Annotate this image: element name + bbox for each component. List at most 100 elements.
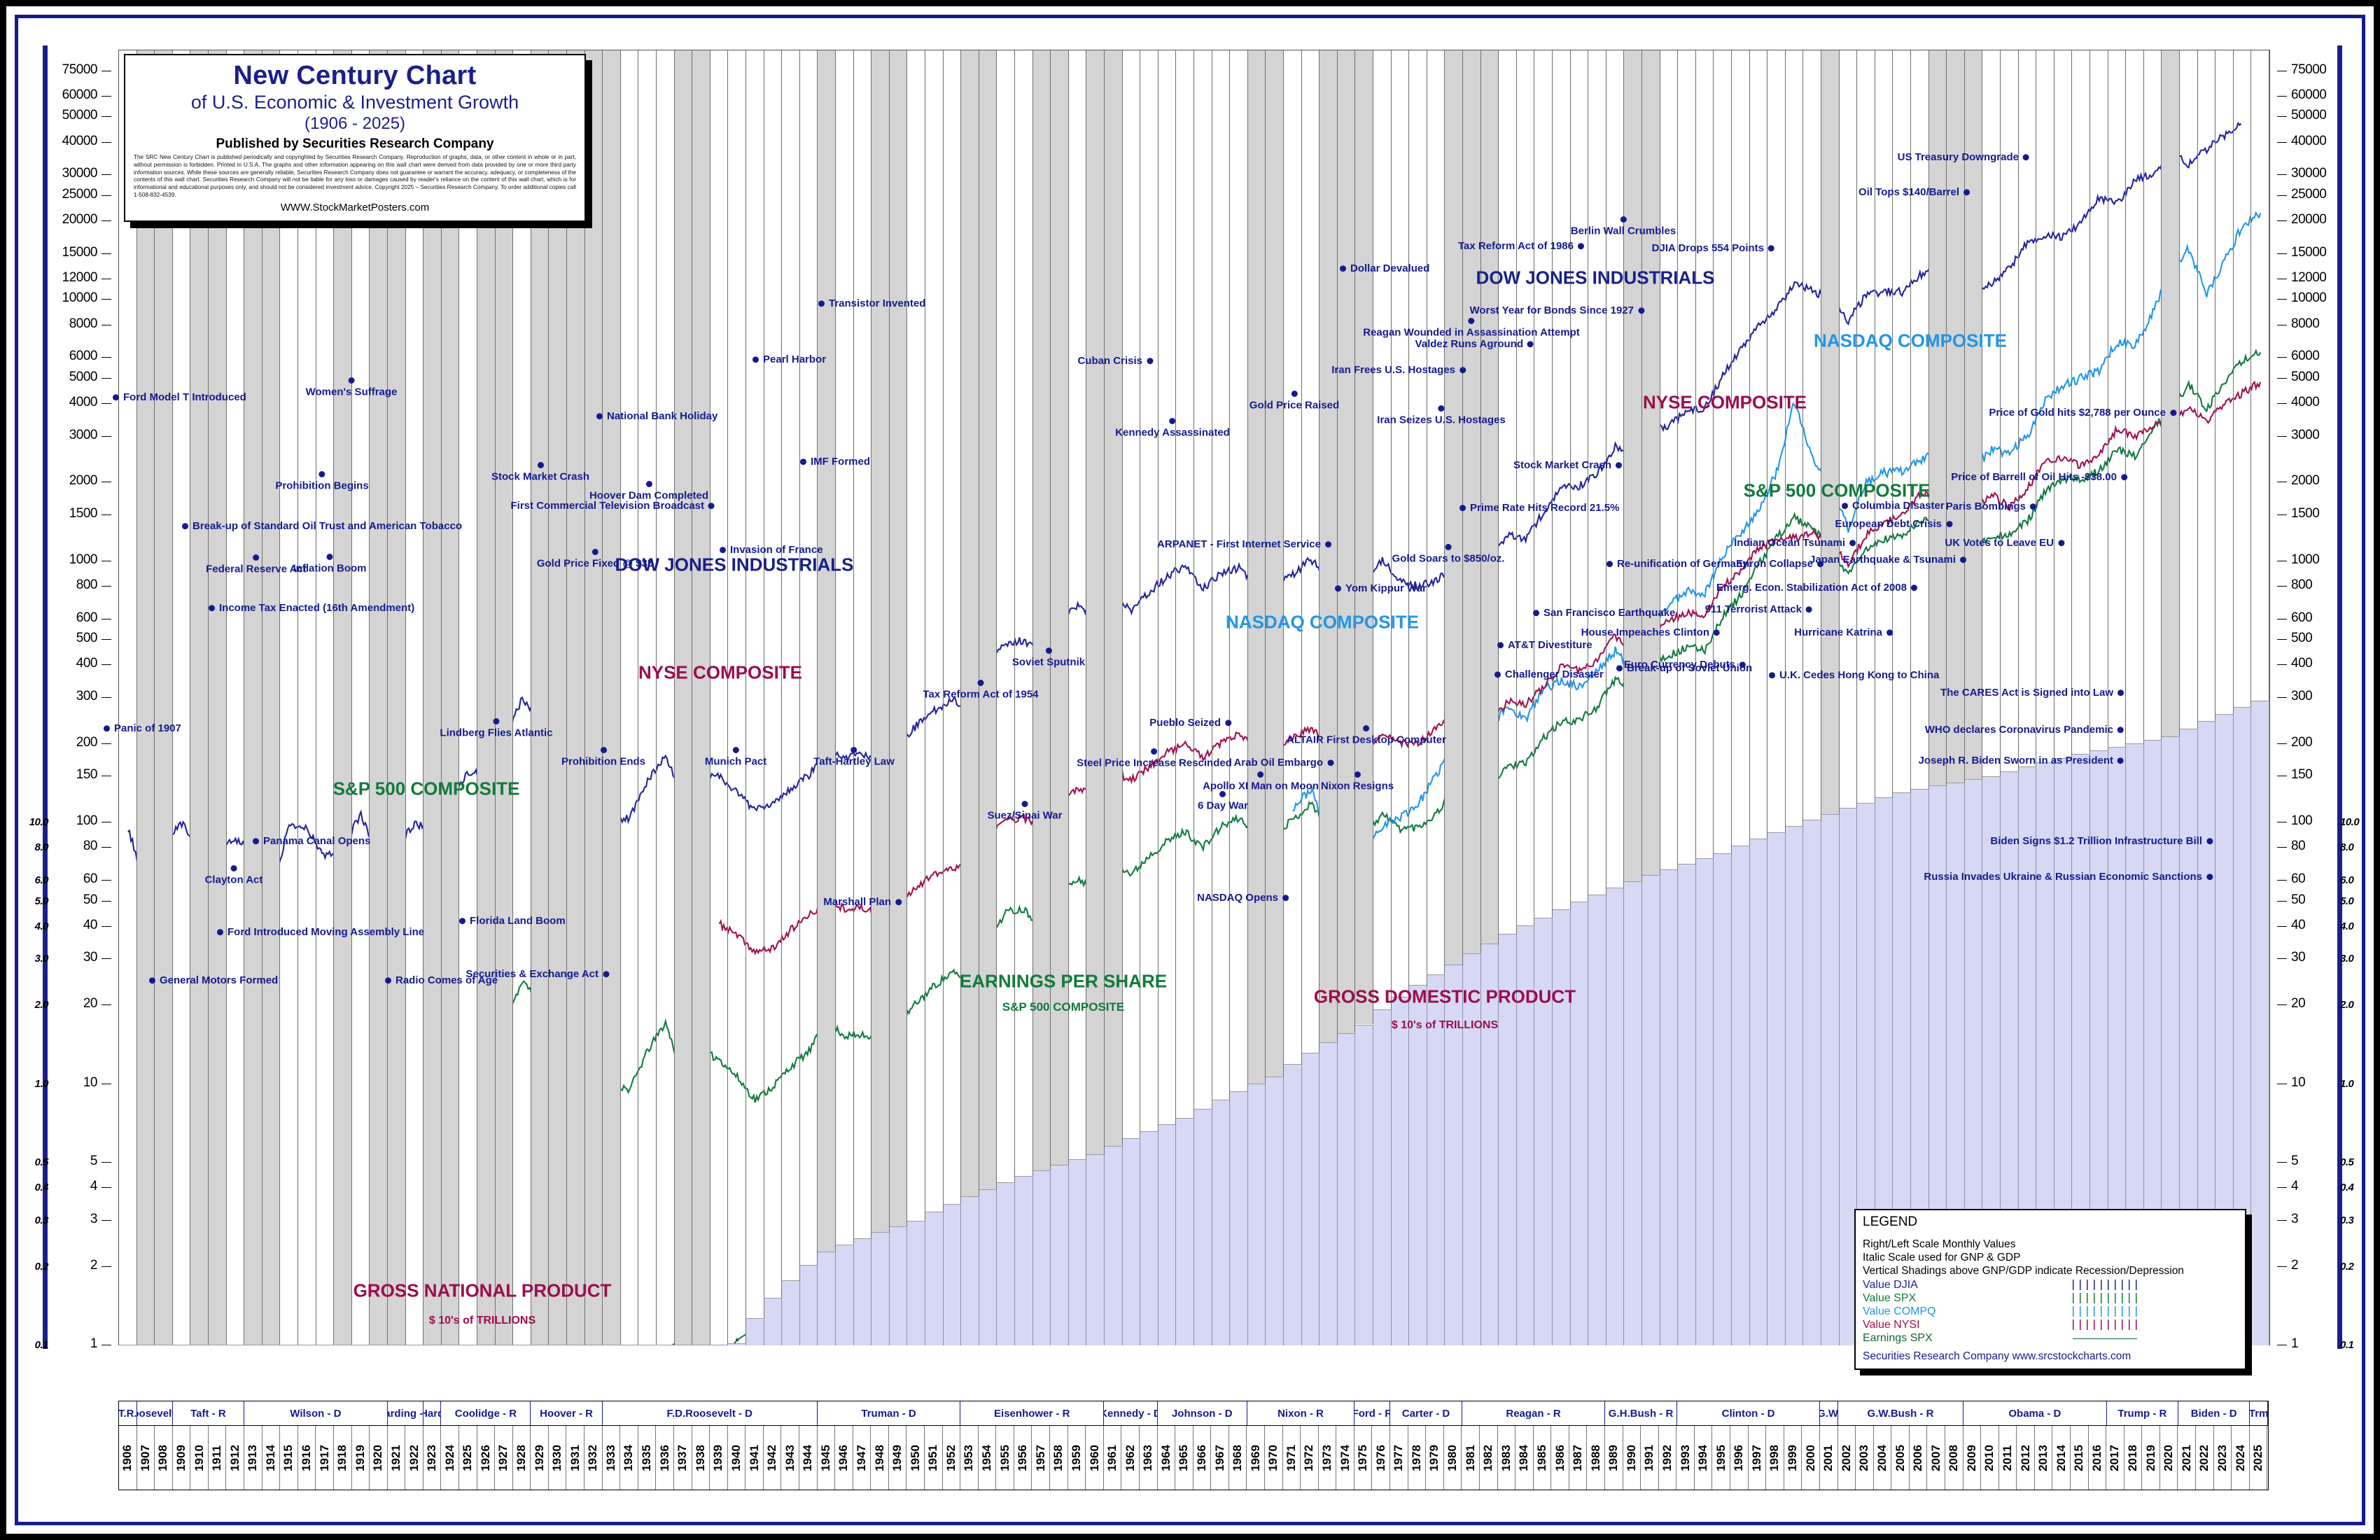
year-label: 2004 bbox=[1875, 1444, 1889, 1471]
year-gridline-column bbox=[1714, 50, 1732, 853]
president-term-cell: Eisenhower - R bbox=[960, 1401, 1105, 1425]
axis-tick-mark bbox=[102, 141, 111, 143]
year-gridline-column bbox=[584, 50, 603, 1345]
axis-tick-label: 8000 bbox=[69, 316, 98, 331]
gdp-area-bar bbox=[1445, 965, 1463, 1345]
year-gridline-column bbox=[979, 50, 997, 1189]
event-annotation: Tax Reform Act of 1954 bbox=[923, 680, 1039, 701]
axis-tick-mark bbox=[2277, 1266, 2287, 1267]
event-annotation: Emerg. Econ. Stabilization Act of 2008 bbox=[1716, 582, 1917, 593]
axis-tick-mark bbox=[2277, 958, 2287, 960]
event-annotation: Break-up of Standard Oil Trust and Ameri… bbox=[182, 520, 462, 531]
event-annotation: Gold Soars to $850/oz. bbox=[1392, 544, 1504, 564]
year-label: 1955 bbox=[997, 1444, 1011, 1471]
poster-title: New Century Chart bbox=[233, 61, 477, 90]
gdp-area-bar bbox=[1158, 1124, 1177, 1345]
axis-italic-tick-label: 5.0 bbox=[2340, 895, 2354, 907]
axis-tick-label: 30 bbox=[83, 950, 98, 965]
event-label: Tax Reform Act of 1954 bbox=[923, 688, 1039, 701]
chart-plot-area bbox=[118, 50, 2270, 1401]
year-gridline-column bbox=[2001, 50, 2019, 771]
axis-tick-mark bbox=[2277, 1004, 2287, 1006]
gdp-area-bar bbox=[1105, 1145, 1123, 1345]
axis-tick-label: 3000 bbox=[2291, 427, 2320, 442]
year-tick-cell: 1924 bbox=[441, 1426, 459, 1490]
event-annotation: First Commercial Television Broadcast bbox=[511, 500, 715, 511]
year-label: 1992 bbox=[1660, 1444, 1674, 1471]
event-marker-dot bbox=[1325, 540, 1331, 547]
president-term-cell: Coolidge - R bbox=[441, 1401, 531, 1425]
year-gridline-column bbox=[1696, 50, 1714, 859]
axis-tick-mark bbox=[102, 435, 111, 437]
year-gridline-column bbox=[1176, 50, 1194, 1119]
axis-tick-label: 200 bbox=[2291, 734, 2313, 750]
president-term-cell: Hoover - R bbox=[531, 1401, 603, 1425]
event-annotation: US Treasury Downgrade bbox=[1898, 151, 2029, 162]
axis-tick-label: 150 bbox=[2291, 767, 2313, 783]
year-label: 2021 bbox=[2179, 1444, 2193, 1471]
year-tick-cell: 1917 bbox=[316, 1426, 334, 1490]
event-marker-dot bbox=[2170, 409, 2176, 416]
event-label: UK Votes to Leave EU bbox=[1945, 536, 2054, 549]
year-tick-cell: 1964 bbox=[1158, 1426, 1176, 1490]
legend-series-rows: Value DJIA Value SPX Value COMPQ Value NYSI… bbox=[1863, 1278, 2238, 1345]
event-marker-dot bbox=[1460, 504, 1466, 511]
year-label: 1944 bbox=[801, 1444, 815, 1471]
gdp-area-bar bbox=[1695, 858, 1714, 1345]
axis-tick-mark bbox=[102, 880, 111, 881]
event-marker-dot bbox=[1169, 418, 1176, 424]
year-gridline-column bbox=[567, 50, 585, 1345]
president-term-cell: Clinton - D bbox=[1677, 1401, 1821, 1425]
axis-tick-label: 1000 bbox=[2291, 552, 2320, 567]
year-tick-cell: 1989 bbox=[1605, 1426, 1623, 1490]
event-marker-dot bbox=[1527, 340, 1534, 347]
axis-tick-label: 80 bbox=[83, 839, 98, 854]
event-marker-dot bbox=[1620, 216, 1627, 223]
legend-source[interactable]: Securities Research Company www.srcstock… bbox=[1863, 1350, 2132, 1362]
year-tick-cell: 1926 bbox=[477, 1426, 496, 1490]
event-label: First Commercial Television Broadcast bbox=[510, 499, 704, 512]
event-label: Enron Collapse bbox=[1735, 557, 1813, 570]
event-annotation: Iran Seizes U.S. Hostages bbox=[1377, 405, 1506, 426]
president-term-cell: Ford - R bbox=[1354, 1401, 1391, 1425]
event-label: Re-unification of Germany bbox=[1617, 557, 1749, 570]
year-label: 2002 bbox=[1839, 1444, 1853, 1471]
axis-tick-label: 30000 bbox=[62, 166, 98, 181]
axis-tick-label: 60000 bbox=[62, 87, 98, 102]
year-gridline-column bbox=[549, 50, 567, 1345]
event-marker-dot bbox=[209, 604, 215, 611]
year-tick-cell: 1934 bbox=[620, 1426, 638, 1490]
event-annotation: 911 Terrorist Attack bbox=[1705, 603, 1812, 615]
axis-tick-label: 3 bbox=[2291, 1211, 2299, 1226]
axis-tick-mark bbox=[2277, 847, 2287, 848]
year-label: 1985 bbox=[1534, 1444, 1548, 1471]
axis-italic-tick-label: 2.0 bbox=[2340, 999, 2354, 1011]
year-gridline-column bbox=[1588, 50, 1606, 895]
year-label: 1962 bbox=[1123, 1444, 1137, 1471]
event-annotation: Cuban Crisis bbox=[1077, 355, 1153, 366]
event-label: Invasion of France bbox=[730, 543, 823, 556]
year-tick-cell: 1916 bbox=[298, 1426, 316, 1490]
president-term-cell: Taft - R bbox=[173, 1401, 245, 1425]
year-gridline-column bbox=[388, 50, 406, 1345]
gdp-area-bar bbox=[1839, 808, 1858, 1345]
event-marker-dot bbox=[1340, 265, 1346, 272]
year-tick-cell: 1980 bbox=[1444, 1426, 1462, 1490]
year-label: 1918 bbox=[335, 1444, 349, 1471]
year-label: 1956 bbox=[1016, 1444, 1030, 1471]
legend-row-label: Value COMPQ bbox=[1863, 1306, 1936, 1318]
poster-url[interactable]: WWW.StockMarketPosters.com bbox=[280, 201, 430, 214]
year-gridline-column bbox=[1230, 50, 1248, 1091]
axis-tick-mark bbox=[2277, 514, 2287, 515]
year-tick-cell: 1925 bbox=[459, 1426, 477, 1490]
event-annotation: Munich Pact bbox=[705, 747, 766, 767]
axis-tick-label: 8000 bbox=[2291, 316, 2320, 331]
year-tick-cell: 1922 bbox=[405, 1426, 424, 1490]
year-gridline-column bbox=[1606, 50, 1625, 888]
event-annotation: Enron Collapse bbox=[1736, 558, 1823, 569]
year-tick-cell: 1992 bbox=[1659, 1426, 1677, 1490]
year-label: 1957 bbox=[1033, 1444, 1047, 1471]
left-value-axis: 75000 60000 50000 40000 30000 25000 20000 15000… bbox=[10, 50, 115, 1351]
year-gridline-column bbox=[1032, 50, 1051, 1170]
year-label: 1920 bbox=[371, 1444, 385, 1471]
